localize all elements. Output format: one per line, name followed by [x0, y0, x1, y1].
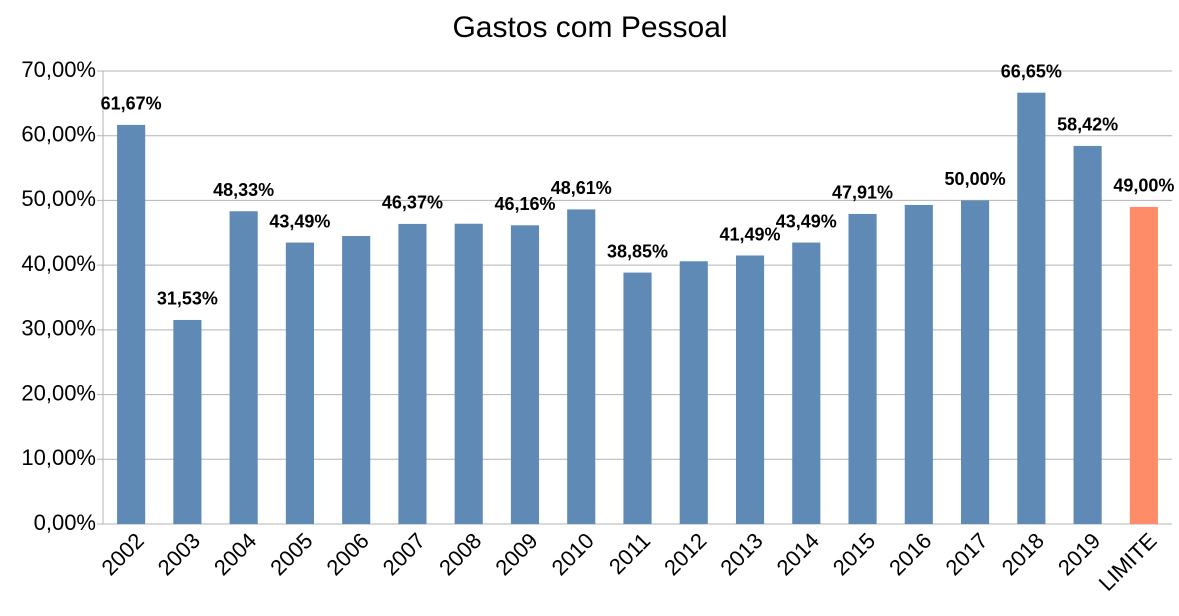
chart-title: Gastos com Pessoal: [452, 11, 727, 44]
data-label: 47,91%: [832, 183, 893, 203]
y-tick-label: 10,00%: [21, 445, 96, 470]
data-label: 48,61%: [551, 178, 612, 198]
y-tick-label: 50,00%: [21, 186, 96, 211]
bar: [398, 223, 427, 524]
bar: [904, 204, 933, 525]
bar: [567, 209, 596, 524]
data-label: 41,49%: [719, 224, 780, 244]
data-label: 38,85%: [607, 241, 668, 261]
data-label: 66,65%: [1001, 61, 1062, 81]
bar: [735, 255, 765, 524]
data-label: 50,00%: [945, 169, 1006, 189]
bar: [117, 124, 146, 525]
bar: [229, 211, 258, 525]
bar: [623, 272, 652, 524]
bar: [342, 236, 371, 524]
bar: [173, 319, 202, 524]
bar: [454, 223, 483, 524]
data-label: 49,00%: [1113, 176, 1174, 196]
data-label: 31,53%: [157, 289, 218, 309]
bar: [679, 261, 708, 524]
bar: [510, 225, 540, 524]
data-label: 48,33%: [213, 180, 274, 200]
y-tick-label: 20,00%: [21, 380, 96, 405]
bar: [1017, 92, 1046, 524]
data-label: 43,49%: [269, 211, 330, 231]
y-tick-label: 70,00%: [21, 57, 96, 82]
data-label: 46,37%: [382, 193, 443, 213]
bar: [848, 213, 877, 524]
y-tick-label: 40,00%: [21, 251, 96, 276]
data-label: 58,42%: [1057, 115, 1118, 135]
bar: [1129, 206, 1158, 524]
data-label: 61,67%: [101, 94, 162, 114]
bar: [1073, 145, 1102, 524]
y-tick-label: 60,00%: [21, 122, 96, 147]
bar: [961, 200, 990, 524]
bar: [285, 242, 314, 525]
y-tick-label: 0,00%: [34, 510, 96, 535]
data-label: 43,49%: [776, 211, 837, 231]
bar: [792, 242, 821, 525]
y-tick-label: 30,00%: [21, 316, 96, 341]
data-label: 46,16%: [494, 194, 555, 214]
